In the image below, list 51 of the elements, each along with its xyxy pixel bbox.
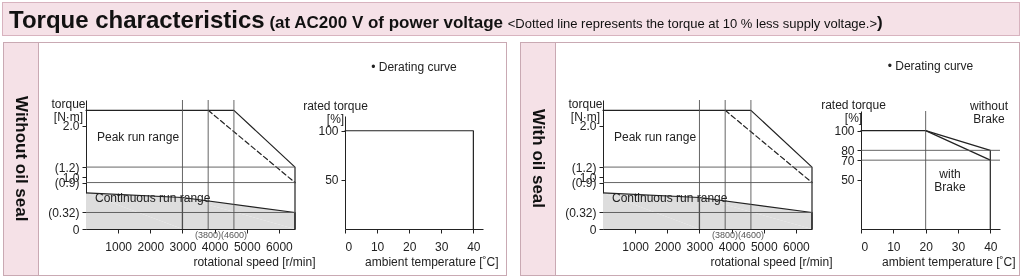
x-tick-label: 2000	[654, 239, 682, 254]
y-tick-label: (0.32)	[48, 205, 80, 220]
text: (4600)	[737, 230, 765, 240]
x-tick-label: 40	[984, 239, 998, 254]
y-axis-title: rated torque [%]	[821, 97, 887, 125]
x-tick-label: 2000	[137, 239, 165, 254]
x-tick-label: 10	[887, 239, 901, 254]
x-tick-label: 0	[345, 239, 353, 254]
y-tick-label: 0	[72, 222, 80, 237]
x-axis-title: rotational speed [r/min]	[710, 254, 833, 269]
x-tick-label: 4000	[201, 239, 229, 254]
x-tick-label: 5000	[750, 239, 778, 254]
text: (3800)	[194, 230, 222, 240]
x-axis-title: ambient temperature [˚C]	[365, 254, 499, 269]
x-tick-label: 6000	[266, 239, 294, 254]
annotation: without Brake	[968, 99, 1009, 126]
x-tick-label: 5000	[233, 239, 261, 254]
text: (4600)	[220, 230, 248, 240]
x-tick-label: 20	[919, 239, 934, 254]
x-tick-label: 3000	[686, 239, 714, 254]
x-tick-label: 1000	[622, 239, 650, 254]
x-tick-label: 4000	[718, 239, 746, 254]
x-tick-label: 30	[951, 239, 966, 254]
y-axis-title: rated torque [%]	[303, 98, 369, 126]
x-axis-title: ambient temperature [˚C]	[882, 254, 1016, 269]
annotation: Peak run range	[614, 130, 697, 144]
chart-title: • Derating curve	[887, 59, 974, 73]
x-tick-label: 20	[403, 239, 417, 254]
y-tick-label: 50	[325, 173, 339, 188]
y-tick-label: (0.32)	[565, 205, 597, 220]
annotation: with Brake	[934, 167, 966, 194]
x-tick-label: 10	[370, 239, 385, 254]
y-tick-label: (1.2)	[54, 160, 80, 175]
x-tick-label: 30	[435, 239, 449, 254]
x-tick-label: 6000	[783, 239, 811, 254]
x-tick-label: 40	[467, 239, 481, 254]
text: Torque characteristics (at AC200 V of power voltage <Dotted line represents the torque at 10 % less supply voltage.>)	[9, 6, 883, 33]
x-axis-title: rotational speed [r/min]	[193, 254, 316, 269]
y-tick-label: 50	[841, 173, 855, 188]
text: With oil seal	[528, 109, 548, 209]
y-tick-label: (1.2)	[571, 160, 597, 175]
y-tick-label: 100	[834, 124, 855, 139]
chart-title: • Derating curve	[371, 60, 458, 74]
annotation: Peak run range	[97, 130, 180, 144]
x-tick-label: 3000	[169, 239, 197, 254]
y-tick-label: 100	[318, 124, 339, 139]
text: Without oil seal	[11, 96, 31, 222]
text: (3800)	[711, 230, 739, 240]
x-tick-label: 1000	[105, 239, 133, 254]
x-tick-label: 0	[861, 239, 869, 254]
y-tick-label: 0	[589, 222, 597, 237]
